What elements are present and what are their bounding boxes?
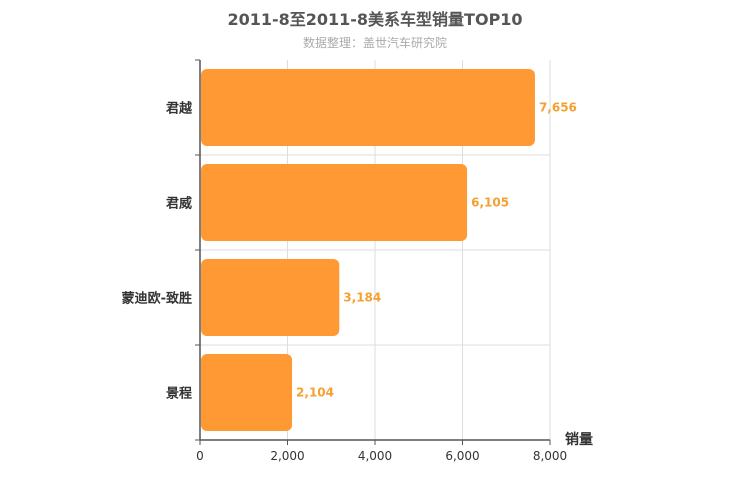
bar [201, 354, 293, 431]
bars [201, 69, 535, 431]
bar [201, 259, 340, 336]
chart-subtitle: 数据整理：盖世汽车研究院 [302, 36, 447, 50]
axes [195, 59, 551, 445]
value-label: 2,104 [296, 386, 334, 400]
x-tick-label: 4,000 [358, 449, 392, 463]
x-tick-label: 8,000 [533, 449, 567, 463]
x-tick-label: 0 [196, 449, 204, 463]
value-label: 7,656 [539, 101, 577, 115]
labels: 7,656 君越 6,105 君威 3,184 蒙迪欧-致胜 2,104 景程 0 2,000 4,… [122, 101, 577, 464]
bar [201, 164, 468, 241]
category-label: 蒙迪欧-致胜 [122, 291, 192, 307]
category-label: 景程 [166, 387, 192, 402]
category-label: 君越 [166, 101, 193, 117]
value-label: 6,105 [471, 196, 509, 210]
x-tick-label: 6,000 [445, 449, 479, 463]
category-label: 君威 [166, 196, 192, 212]
x-tick-label: 2,000 [270, 449, 304, 463]
value-label: 3,184 [343, 291, 381, 305]
x-axis-title: 销量 [565, 431, 593, 448]
bar [201, 69, 535, 146]
chart-title: 2011-8至2011-8美系车型销量TOP10 [227, 10, 523, 29]
